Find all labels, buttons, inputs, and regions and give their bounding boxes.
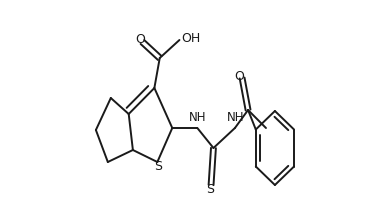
Text: NH: NH: [227, 111, 244, 124]
Text: NH: NH: [189, 111, 207, 124]
Text: O: O: [234, 70, 244, 83]
Text: S: S: [154, 160, 163, 173]
Text: O: O: [135, 33, 145, 46]
Text: OH: OH: [181, 32, 201, 45]
Text: S: S: [206, 183, 215, 196]
